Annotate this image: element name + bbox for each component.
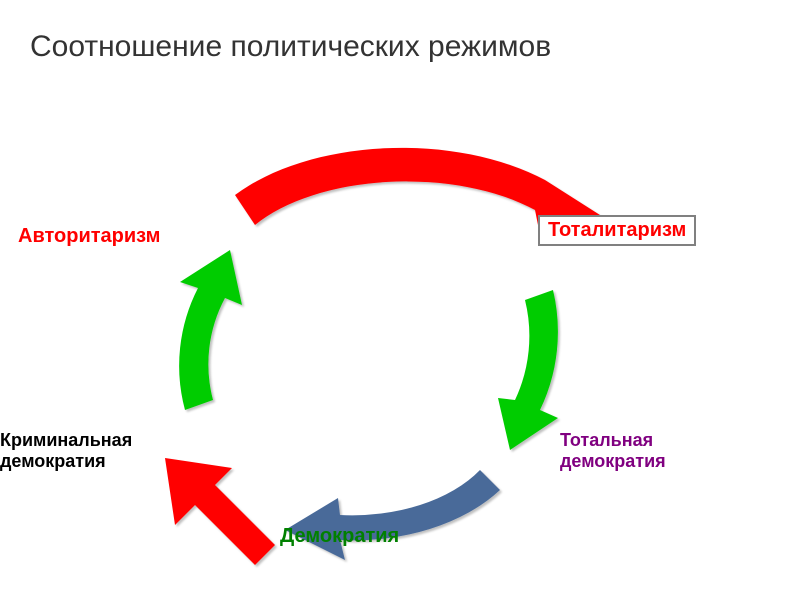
label-total-democracy: Тотальная демократия <box>560 430 666 471</box>
arrow-left-green <box>179 250 242 410</box>
cycle-arrows <box>0 0 800 600</box>
arrow-bottom-left-red <box>165 458 275 565</box>
label-totalitarianism: Тоталитаризм <box>538 215 696 246</box>
arrow-right-green <box>498 290 558 450</box>
diagram-stage: Соотношение политических режимов Автор <box>0 0 800 600</box>
label-authoritarianism: Авторитаризм <box>18 225 160 248</box>
label-criminal-democracy: Криминальная демократия <box>0 430 132 471</box>
label-democracy: Демократия <box>280 525 399 548</box>
